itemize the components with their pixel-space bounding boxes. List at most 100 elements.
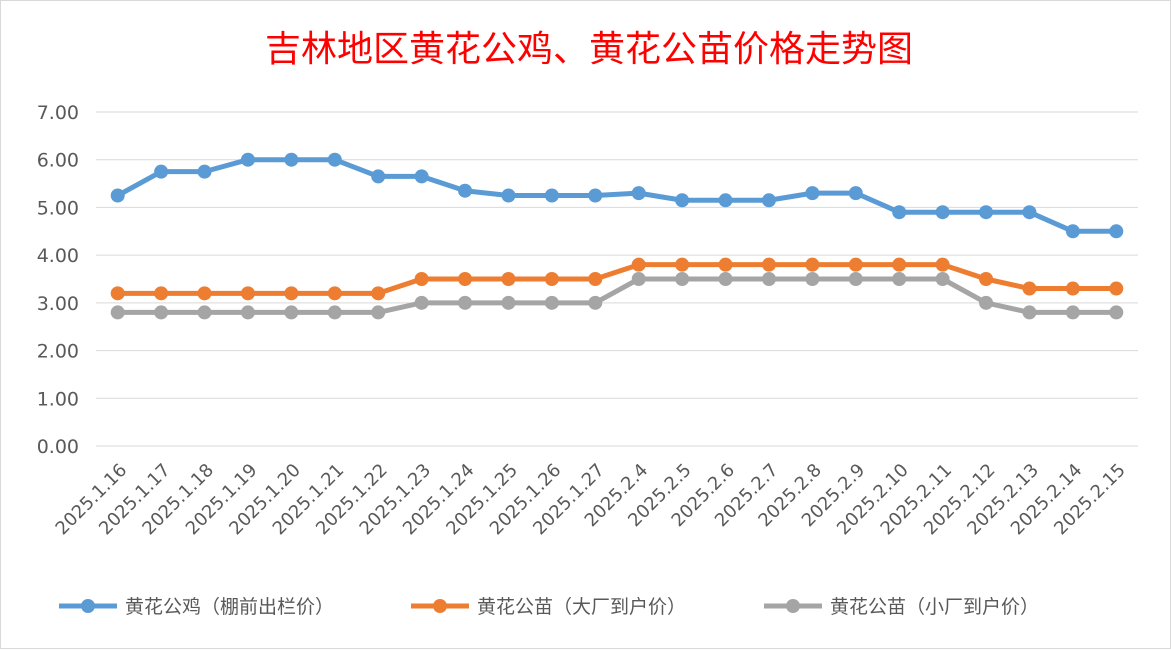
data-point (805, 272, 820, 286)
data-point (631, 186, 646, 201)
data-point (1065, 224, 1080, 239)
data-point (761, 257, 776, 272)
series-line (115, 262, 1119, 296)
data-point (284, 286, 299, 301)
legend-swatch-marker (786, 599, 800, 613)
data-point (892, 205, 907, 220)
legend-swatch-marker (433, 599, 447, 613)
series-line (115, 276, 1119, 315)
data-point (588, 295, 603, 310)
y-tick-label: 3.00 (37, 293, 79, 315)
data-point (892, 257, 907, 272)
data-point (458, 183, 473, 198)
legend-item: 黄花公苗（小厂到户价） (764, 596, 1039, 618)
data-point (154, 305, 169, 320)
data-point (935, 257, 950, 272)
data-point (371, 305, 386, 320)
data-point (110, 286, 125, 301)
legend-label: 黄花公鸡（棚前出栏价） (125, 596, 334, 618)
series-1 (110, 152, 1124, 239)
data-point (1109, 224, 1124, 239)
data-point (544, 188, 559, 203)
data-point (154, 164, 169, 179)
y-tick-label: 1.00 (37, 388, 79, 410)
data-point (979, 205, 994, 220)
legend: 黄花公鸡（棚前出栏价） 黄花公苗（大厂到户价） 黄花公苗（小厂到户价） (59, 596, 1039, 618)
legend-label: 黄花公苗（大厂到户价） (477, 596, 686, 618)
x-axis-ticks: 2025.1.162025.1.172025.1.182025.1.192025… (52, 460, 1130, 540)
data-point (501, 272, 516, 286)
data-point (327, 152, 342, 167)
data-point (414, 169, 429, 184)
data-point (675, 257, 690, 272)
legend-swatch-marker (81, 599, 95, 613)
data-point (414, 295, 429, 310)
data-point (1109, 305, 1124, 320)
series-lines (110, 152, 1124, 320)
data-point (805, 186, 820, 201)
y-tick-label: 4.00 (37, 245, 79, 267)
data-point (414, 272, 429, 286)
data-point (979, 295, 994, 310)
data-point (1022, 205, 1037, 220)
legend-item: 黄花公苗（大厂到户价） (411, 596, 686, 618)
data-point (805, 257, 820, 272)
data-point (544, 295, 559, 310)
data-point (979, 272, 994, 286)
data-point (588, 272, 603, 286)
data-point (631, 257, 646, 272)
data-point (458, 272, 473, 286)
data-point (631, 272, 646, 286)
data-point (848, 272, 863, 286)
y-tick-label: 0.00 (37, 436, 79, 458)
data-point (718, 272, 733, 286)
data-point (110, 305, 125, 320)
data-point (588, 188, 603, 203)
data-point (892, 272, 907, 286)
data-point (240, 286, 255, 301)
y-tick-label: 7.00 (37, 102, 79, 124)
data-point (1022, 281, 1037, 296)
data-point (371, 286, 386, 301)
data-point (197, 286, 212, 301)
legend-item: 黄花公鸡（棚前出栏价） (59, 596, 334, 618)
data-point (761, 193, 776, 208)
chart-title: 吉林地区黄花公鸡、黄花公苗价格走势图 (265, 29, 913, 70)
data-point (197, 305, 212, 320)
series-3 (110, 272, 1124, 320)
data-point (761, 272, 776, 286)
series-line (115, 157, 1119, 234)
data-point (675, 272, 690, 286)
data-point (240, 305, 255, 320)
data-point (501, 295, 516, 310)
data-point (110, 188, 125, 203)
data-point (718, 193, 733, 208)
data-point (501, 188, 516, 203)
data-point (848, 257, 863, 272)
data-point (935, 205, 950, 220)
data-point (1065, 305, 1080, 320)
y-tick-label: 2.00 (37, 341, 79, 363)
data-point (458, 295, 473, 310)
y-tick-label: 6.00 (37, 150, 79, 172)
data-point (154, 286, 169, 301)
data-point (240, 152, 255, 167)
data-point (1065, 281, 1080, 296)
data-point (284, 152, 299, 167)
data-point (1109, 281, 1124, 296)
data-point (197, 164, 212, 179)
series-2 (110, 257, 1124, 301)
data-point (848, 186, 863, 201)
y-axis-ticks: 0.00 1.00 2.00 3.00 4.00 5.00 6.00 7.00 (37, 102, 79, 458)
data-point (1022, 305, 1037, 320)
data-point (327, 286, 342, 301)
data-point (675, 193, 690, 208)
data-point (371, 169, 386, 184)
y-tick-label: 5.00 (37, 197, 79, 219)
data-point (284, 305, 299, 320)
data-point (935, 272, 950, 286)
legend-label: 黄花公苗（小厂到户价） (830, 596, 1039, 618)
data-point (544, 272, 559, 286)
